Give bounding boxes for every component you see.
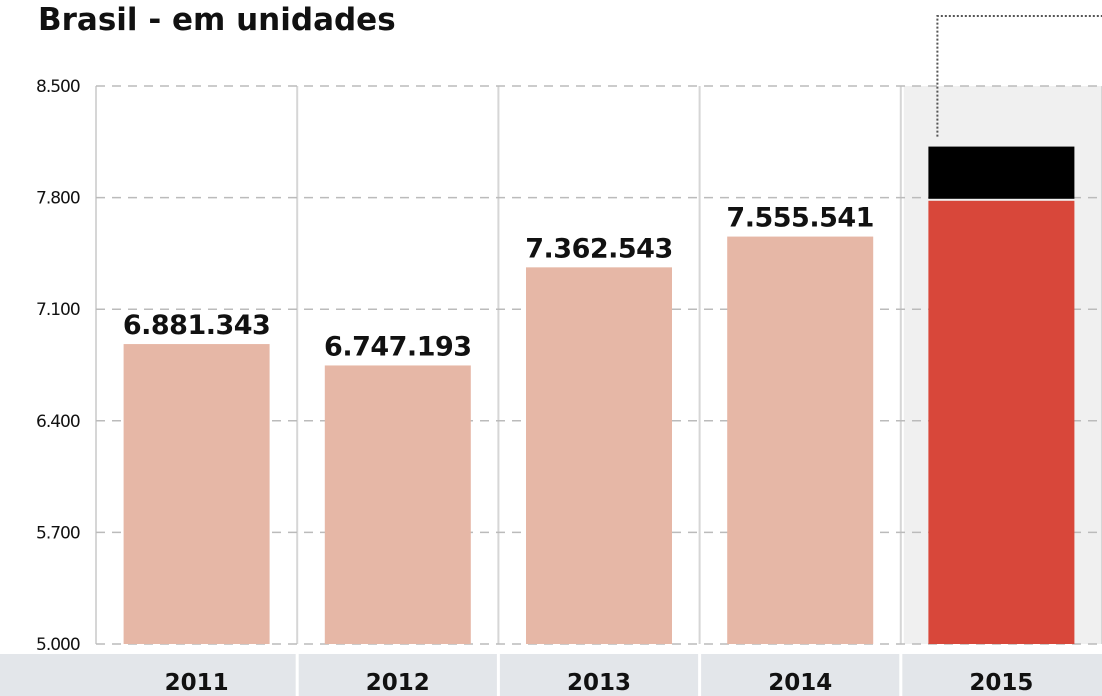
x-tick-label: 2013	[567, 670, 631, 696]
bar	[324, 365, 471, 644]
x-axis: 2011 2012 2013 2014 2015	[0, 654, 1102, 696]
bar	[123, 344, 270, 644]
bar-highlight-extra	[928, 146, 1075, 199]
callout	[936, 15, 1102, 137]
y-tick-label: 5.700	[36, 523, 80, 543]
x-tick-label: 2014	[768, 670, 832, 696]
x-axis-band	[0, 654, 1102, 696]
y-tick-label: 7.100	[36, 300, 80, 320]
data-label: 6.747.193	[324, 331, 472, 362]
callout-line	[936, 15, 1102, 137]
y-tick-label: 7.800	[36, 189, 80, 209]
y-tick-label: 6.400	[36, 412, 80, 432]
y-tick-label: 8.500	[36, 77, 80, 97]
bars	[123, 146, 1075, 645]
data-label: 6.881.343	[123, 310, 271, 341]
data-labels: 6.881.343 6.747.193 7.362.543 7.555.541	[123, 203, 875, 363]
bar	[526, 267, 672, 644]
x-tick-label: 2015	[969, 670, 1033, 696]
x-tick-label: 2012	[366, 670, 430, 696]
bar	[727, 236, 874, 645]
chart-title: Brasil - em unidades	[38, 2, 396, 38]
data-label: 7.555.541	[726, 203, 874, 234]
bar-highlight	[928, 200, 1075, 644]
x-tick-label: 2011	[165, 670, 229, 696]
data-label: 7.362.543	[525, 233, 673, 264]
y-tick-label: 5.000	[36, 635, 80, 655]
y-axis: 5.000 5.700 6.400 7.100 7.800 8.500	[36, 77, 81, 655]
